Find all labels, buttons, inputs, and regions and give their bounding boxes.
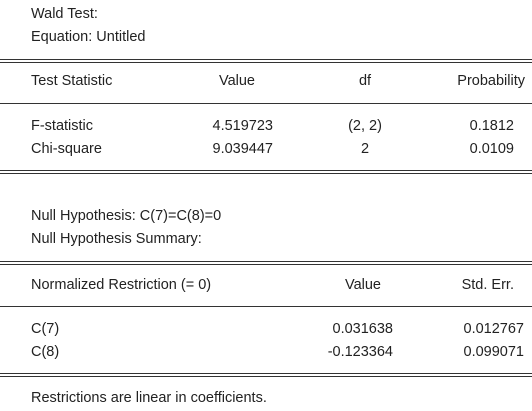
table-divider: [0, 59, 532, 60]
table-divider: [0, 373, 532, 374]
column-header-value: Value: [344, 277, 381, 293]
column-header-test-statistic: Test Statistic: [31, 73, 113, 89]
row-value: 4.519723: [212, 118, 273, 134]
output-title: Wald Test:: [31, 6, 98, 22]
column-header-normalized-restriction: Normalized Restriction (= 0): [31, 277, 212, 293]
row-std-err: 0.012767: [463, 321, 524, 337]
null-hypothesis: Null Hypothesis: C(7)=C(8)=0: [31, 208, 222, 224]
row-label: F-statistic: [31, 118, 94, 134]
table-divider: [0, 306, 532, 307]
row-label: C(8): [31, 344, 60, 360]
column-header-probability: Probability: [457, 73, 525, 89]
equation-label: Equation: Untitled: [31, 29, 146, 45]
footer-note: Restrictions are linear in coefficients.: [31, 390, 267, 406]
table-divider: [0, 62, 532, 63]
row-value: 9.039447: [212, 141, 273, 157]
row-df: 2: [360, 141, 370, 157]
column-header-value: Value: [218, 73, 255, 89]
column-header-df: df: [358, 73, 372, 89]
row-probability: 0.1812: [469, 118, 514, 134]
table-divider: [0, 170, 532, 171]
row-value: -0.123364: [327, 344, 393, 360]
row-std-err: 0.099071: [463, 344, 524, 360]
table-divider: [0, 173, 532, 174]
row-label: C(7): [31, 321, 60, 337]
row-value: 0.031638: [332, 321, 393, 337]
table-divider: [0, 103, 532, 104]
row-df: (2, 2): [348, 118, 382, 134]
row-probability: 0.0109: [469, 141, 514, 157]
column-header-std-err: Std. Err.: [461, 277, 514, 293]
table-divider: [0, 261, 532, 262]
row-label: Chi-square: [31, 141, 102, 157]
table-divider: [0, 264, 532, 265]
null-hypothesis-summary: Null Hypothesis Summary:: [31, 231, 202, 247]
table-divider: [0, 376, 532, 377]
